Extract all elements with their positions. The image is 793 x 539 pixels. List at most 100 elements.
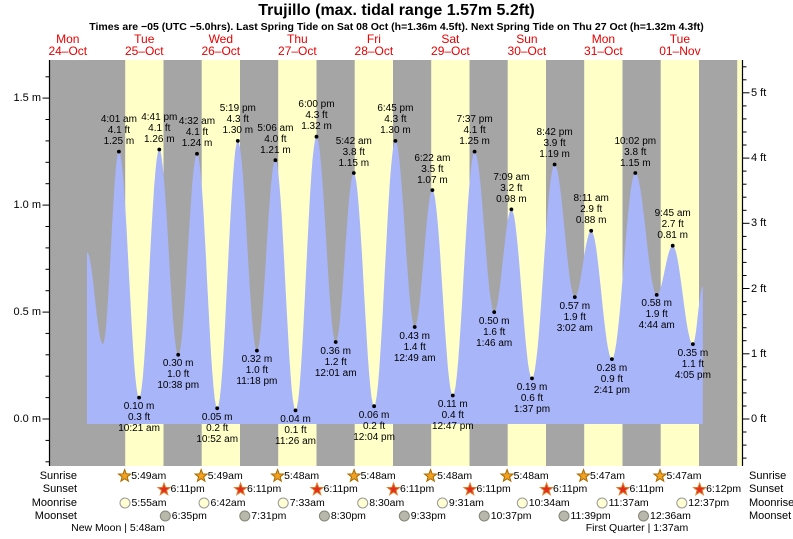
moonset-time: 7:31pm — [251, 509, 287, 522]
moonrise-circle-icon — [596, 497, 608, 509]
day-label: Mon 31–Oct — [584, 32, 623, 58]
sunrise-time: 5:49am — [131, 469, 167, 482]
moonset-time: 11:39pm — [570, 509, 611, 522]
low-tide-dot — [654, 293, 659, 297]
high-tide-label: 4:01 am 4.1 ft 1.25 m — [100, 114, 137, 148]
low-tide-label: 0.19 m 0.6 ft 1:37 pm — [513, 381, 551, 415]
sunrise-star-icon — [423, 468, 439, 483]
high-tide-label: 8:42 pm 3.9 ft 1.19 m — [536, 127, 573, 160]
high-tide-label: 4:41 pm 4.1 ft 1.26 m — [141, 112, 178, 145]
sunset-time: 6:11pm — [170, 483, 205, 495]
high-tide-dot — [314, 134, 319, 139]
sunrise-row-label-right: Sunrise — [749, 469, 787, 482]
day-label: Sat 29–Oct — [431, 32, 470, 58]
low-tide-dot — [492, 310, 497, 314]
moonrise-time: 8:30am — [369, 496, 405, 509]
sunrise-star-icon — [117, 468, 133, 483]
high-tide-dot — [472, 149, 477, 154]
moonrise-time: 7:33am — [289, 496, 325, 509]
y-axis-label-ft: 5 ft — [751, 86, 767, 99]
moonset-time: 12:36am — [650, 509, 691, 522]
low-tide-label: 0.30 m 1.0 ft 10:38 pm — [157, 358, 200, 392]
high-tide-dot — [393, 139, 398, 143]
low-tide-label: 0.06 m 0.2 ft 12:04 pm — [353, 409, 395, 443]
chart-subtitle: Times are −05 (UTC −5.0hrs). Last Spring… — [89, 21, 704, 33]
low-tide-dot — [255, 348, 259, 353]
high-tide-dot — [117, 149, 121, 154]
high-tide-dot — [670, 243, 675, 248]
sunrise-star-icon — [652, 468, 668, 483]
high-tide-label: 4:32 am 4.1 ft 1.24 m — [178, 116, 216, 150]
moonrise-circle-icon — [357, 497, 369, 509]
low-tide-dot — [412, 325, 417, 329]
sunset-time: 6:11pm — [400, 483, 435, 495]
moonset-time: 6:35pm — [171, 509, 207, 522]
moonrise-row-label-right: Moonrise — [749, 496, 793, 509]
low-tide-label: 0.10 m 0.3 ft 10:21 am — [118, 401, 160, 435]
moonrise-circle-icon — [676, 497, 688, 509]
low-tide-label: 0.11 m 0.4 ft 12:47 pm — [431, 399, 474, 432]
day-label: Wed 26–Oct — [201, 32, 241, 58]
sunrise-star-icon — [499, 468, 515, 483]
high-tide-label: 5:42 am 3.8 ft 1.15 m — [335, 135, 372, 169]
sunset-star-icon — [156, 481, 172, 496]
high-tide-dot — [589, 228, 594, 233]
sunrise-time: 5:47am — [590, 469, 626, 482]
low-tide-dot — [176, 352, 181, 357]
high-tide-dot — [633, 171, 638, 175]
y-axis-label-ft: 0 ft — [751, 413, 767, 425]
low-tide-label: 0.28 m 0.9 ft 2:41 pm — [593, 362, 630, 396]
sunset-time: 6:12pm — [706, 483, 742, 495]
low-tide-dot — [333, 340, 338, 344]
moonrise-circle-icon — [198, 497, 210, 509]
day-label: Fri 28–Oct — [354, 32, 394, 58]
moonrise-circle-icon — [277, 497, 289, 509]
sunrise-time: 5:48am — [437, 469, 473, 482]
high-tide-dot — [235, 139, 240, 143]
y-axis-label-m: 0.5 m — [13, 306, 41, 319]
sunset-star-icon — [462, 481, 478, 496]
high-tide-label: 6:00 pm 4.3 ft 1.32 m — [298, 99, 335, 133]
low-tide-dot — [691, 342, 695, 346]
moonrise-time: 10:34am — [528, 496, 570, 509]
day-label: Tue 01–Nov — [659, 32, 701, 58]
high-tide-label: 10:02 pm 3.8 ft 1.15 m — [614, 135, 657, 169]
high-tide-label: 6:22 am 3.5 ft 1.07 m — [414, 152, 451, 186]
high-tide-dot — [430, 188, 435, 193]
tide-curve — [87, 136, 703, 424]
moonset-circle-icon — [558, 510, 570, 522]
low-tide-dot — [372, 404, 376, 409]
sunrise-time: 5:48am — [513, 469, 549, 482]
sunset-time: 6:11pm — [323, 483, 358, 495]
sunset-time: 6:11pm — [553, 483, 588, 495]
sunrise-star-icon — [270, 468, 286, 483]
y-axis-label-ft: 2 ft — [751, 282, 767, 295]
moonset-time: 10:37pm — [490, 509, 532, 522]
high-tide-label: 6:45 pm 4.3 ft 1.30 m — [377, 103, 414, 137]
day-label: Thu 27–Oct — [278, 32, 317, 58]
sunrise-star-icon — [193, 468, 209, 483]
low-tide-label: 0.35 m 1.1 ft 4:05 pm — [674, 347, 711, 381]
moon-phase-note: New Moon | 5:48am — [71, 522, 165, 534]
high-tide-dot — [157, 147, 162, 152]
y-axis-label-m: 0.0 m — [13, 413, 41, 425]
high-tide-label: 9:45 am 2.7 ft 0.81 m — [654, 208, 691, 242]
high-tide-label: 5:06 am 4.0 ft 1.21 m — [257, 122, 294, 156]
y-axis-label-ft: 1 ft — [751, 347, 767, 360]
low-tide-label: 0.05 m 0.2 ft 10:52 am — [196, 411, 239, 445]
low-tide-label: 0.43 m 1.4 ft 12:49 am — [393, 330, 436, 364]
low-tide-label: 0.04 m 0.1 ft 11:26 am — [275, 413, 316, 447]
moon-phase-note: First Quarter | 1:37am — [585, 522, 689, 534]
day-label: Sun 30–Oct — [507, 32, 547, 58]
moonrise-time: 9:31am — [448, 496, 484, 509]
moonset-time: 9:33pm — [410, 509, 446, 522]
sunrise-time: 5:48am — [284, 469, 320, 482]
sunset-star-icon — [692, 481, 708, 496]
sunset-star-icon — [233, 481, 248, 496]
sunrise-time: 5:48am — [360, 469, 396, 482]
high-tide-dot — [351, 171, 356, 175]
low-tide-dot — [137, 395, 142, 400]
sunset-time: 6:11pm — [476, 483, 511, 495]
moonrise-row-label-left: Moonrise — [31, 496, 77, 509]
y-axis-label-m: 1.5 m — [13, 92, 41, 105]
